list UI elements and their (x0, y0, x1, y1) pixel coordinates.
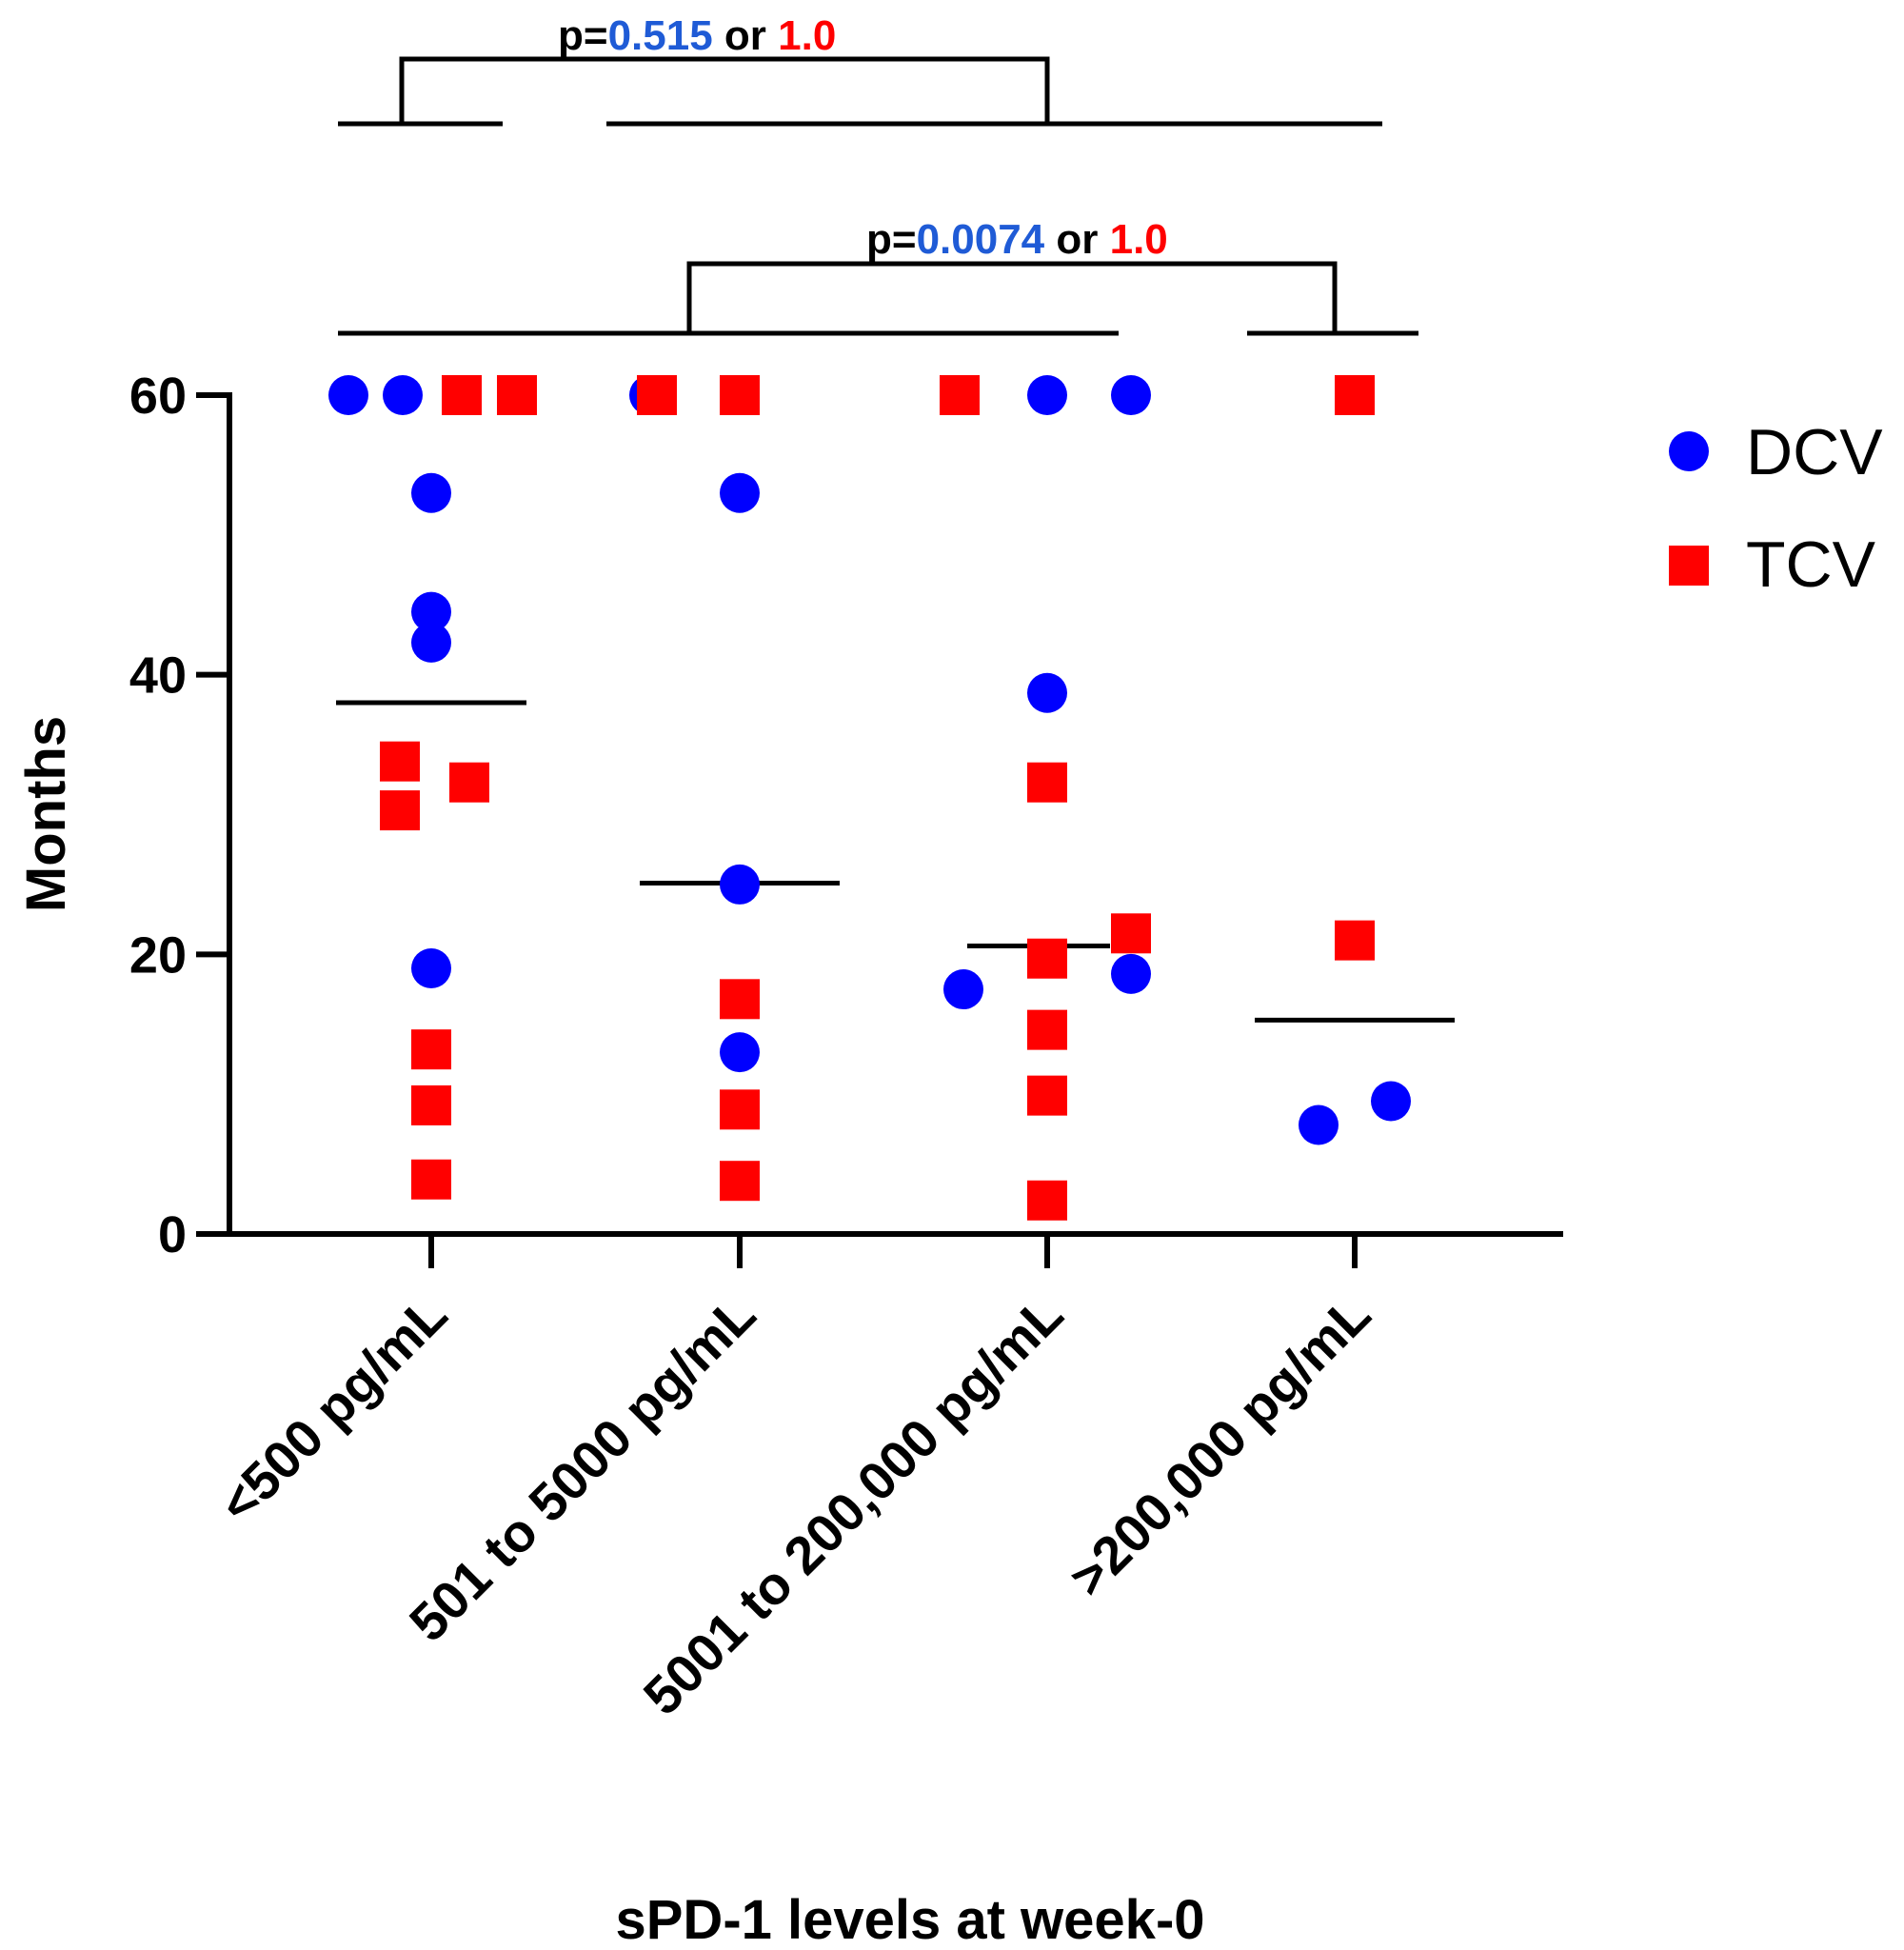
tcv-point (720, 979, 760, 1020)
dcv-point (1111, 953, 1151, 994)
tcv-point (720, 1161, 760, 1202)
bracket-2-connector (686, 261, 1338, 333)
tcv-point (1027, 938, 1067, 979)
p-value-tcv: 1.0 (1110, 216, 1168, 263)
tcv-point (720, 375, 760, 415)
x-tick-label: >200,000 pg/mL (1058, 1283, 1382, 1608)
tcv-point (449, 762, 489, 803)
dcv-point (943, 969, 983, 1010)
tcv-point (1027, 1009, 1067, 1050)
dcv-point (1299, 1104, 1339, 1145)
tcv-point (1111, 913, 1151, 954)
tcv-point (940, 375, 980, 415)
tcv-point (1027, 762, 1067, 803)
dcv-point (411, 622, 451, 663)
tcv-point (411, 1029, 451, 1070)
tcv-point (497, 375, 537, 415)
y-ticks: 0 20 40 60 (129, 368, 229, 1264)
tcv-point (442, 375, 482, 415)
dcv-point (720, 864, 760, 905)
dcv-point (411, 948, 451, 989)
dcv-point (328, 375, 368, 415)
x-axis-title: sPD-1 levels at week-0 (615, 1889, 1204, 1950)
p-value-tcv: 1.0 (778, 12, 836, 59)
y-tick-label: 60 (129, 368, 187, 425)
legend-tcv-marker (1669, 546, 1709, 586)
y-axis-title: Months (15, 716, 77, 912)
p-prefix: p= (866, 216, 917, 263)
tcv-point (1335, 375, 1375, 415)
dcv-point (383, 375, 423, 415)
data-points (328, 375, 1411, 1221)
tcv-point (380, 741, 420, 782)
legend: DCV TCV (1669, 416, 1883, 601)
p-or: or (1044, 216, 1109, 263)
y-tick-label: 40 (129, 647, 187, 705)
p-value-annotation-2: p=0.0074 or 1.0 (866, 216, 1168, 263)
dcv-point (1371, 1081, 1411, 1122)
bracket-1-connector (399, 56, 1050, 124)
dcv-point (1027, 375, 1067, 415)
tcv-point (720, 1089, 760, 1130)
dcv-point (720, 1032, 760, 1073)
dcv-point (720, 472, 760, 513)
legend-dcv-label: DCV (1746, 416, 1883, 488)
p-value-dcv: 0.515 (608, 12, 713, 59)
tcv-point (411, 1159, 451, 1200)
p-prefix: p= (558, 12, 608, 59)
tcv-point (411, 1084, 451, 1125)
dcv-point (411, 472, 451, 513)
tcv-point (1027, 1180, 1067, 1221)
p-value-dcv: 0.0074 (917, 216, 1045, 263)
x-tick-label: 501 to 5000 pg/mL (398, 1283, 767, 1653)
tcv-point (637, 375, 677, 415)
p-value-annotation-1: p=0.515 or 1.0 (558, 12, 836, 59)
y-tick-label: 0 (158, 1206, 187, 1264)
y-tick-label: 20 (129, 926, 187, 984)
tcv-point (1027, 1075, 1067, 1116)
tcv-point (380, 790, 420, 831)
dcv-point (411, 591, 451, 632)
tcv-point (1335, 920, 1375, 961)
legend-tcv-label: TCV (1746, 528, 1876, 601)
median-lines (336, 700, 1455, 1023)
x-tick-label: <500 pg/mL (208, 1283, 459, 1535)
dcv-point (1111, 375, 1151, 415)
dcv-point (1027, 672, 1067, 713)
significance-brackets: p=0.515 or 1.0 p=0.0074 or 1.0 (338, 12, 1418, 336)
legend-dcv-marker (1669, 431, 1709, 471)
p-or: or (713, 12, 778, 59)
